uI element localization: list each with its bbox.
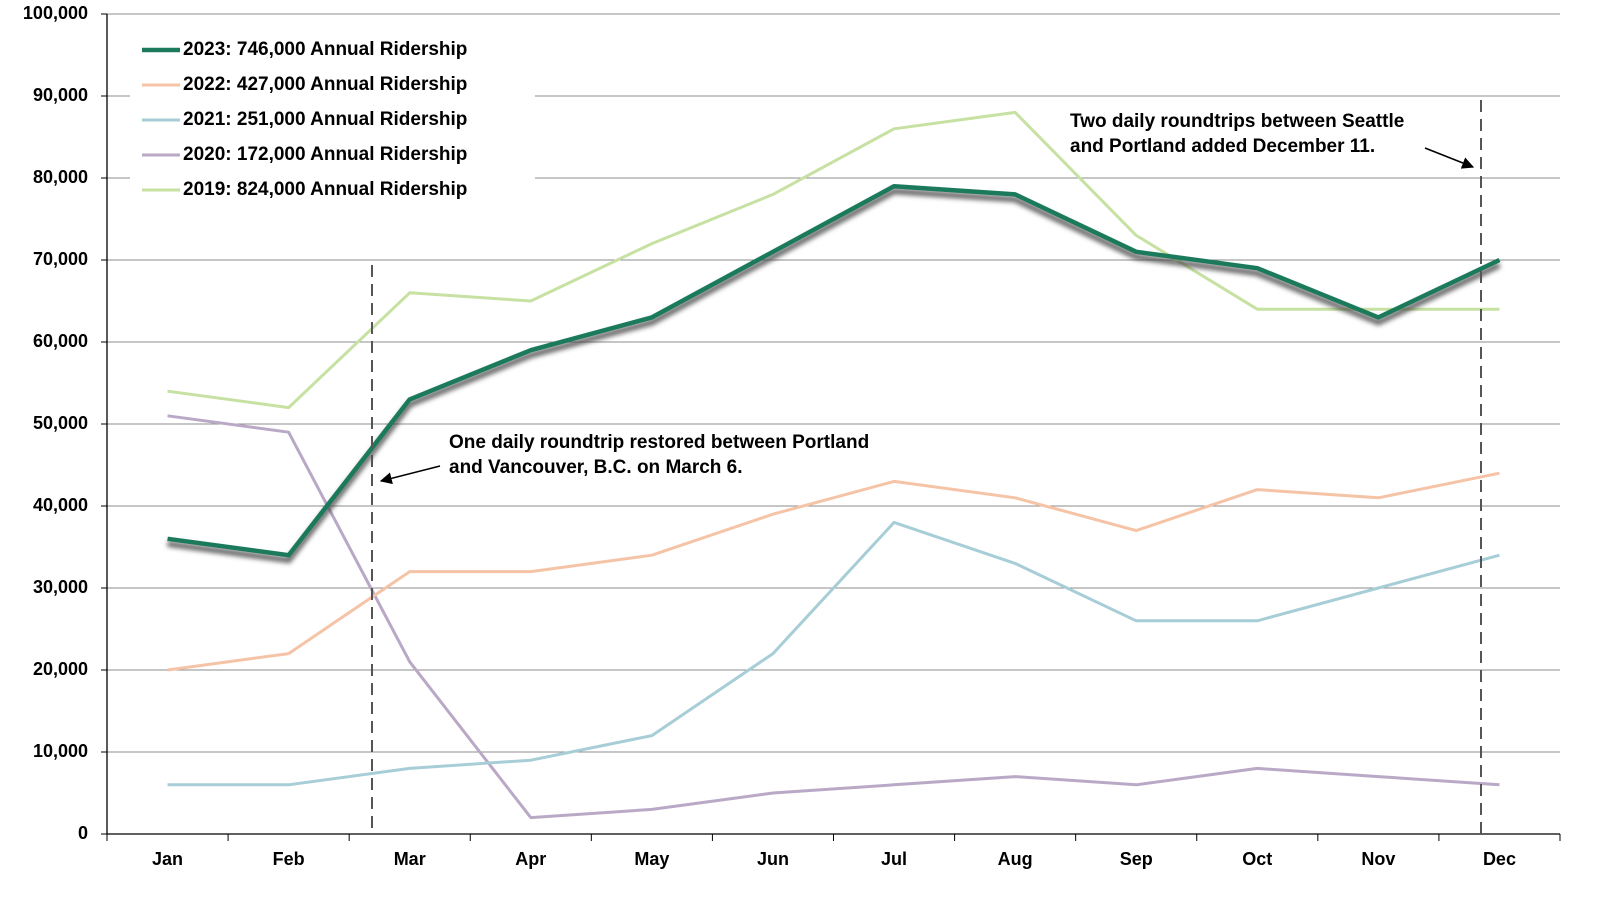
y-tick-label: 70,000	[33, 249, 88, 269]
y-tick-label: 20,000	[33, 659, 88, 679]
x-tick-label: Mar	[394, 849, 426, 869]
x-tick-label: Aug	[998, 849, 1033, 869]
x-tick-label: Jun	[757, 849, 789, 869]
legend-label: 2023: 746,000 Annual Ridership	[183, 39, 467, 60]
x-tick-label: Dec	[1483, 849, 1516, 869]
x-tick-label: Jul	[881, 849, 907, 869]
series-shadow	[167, 188, 1501, 564]
x-tick-label: Feb	[273, 849, 305, 869]
x-tick-label: Apr	[515, 849, 546, 869]
x-tick-label: Sep	[1120, 849, 1153, 869]
x-tick-label: Oct	[1242, 849, 1272, 869]
legend-label: 2021: 251,000 Annual Ridership	[183, 109, 467, 130]
y-tick-label: 0	[78, 823, 88, 843]
series-line	[167, 520, 1500, 787]
annotation: and Vancouver, B.C. on March 6.	[449, 457, 743, 478]
y-tick-label: 30,000	[33, 577, 88, 597]
y-tick-label: 40,000	[33, 495, 88, 515]
series-line	[167, 110, 1500, 410]
series-line	[167, 471, 1500, 672]
x-tick-label: Nov	[1361, 849, 1395, 869]
x-tick-label: May	[634, 849, 669, 869]
legend: 2023: 746,000 Annual Ridership 2022: 427,…	[142, 39, 467, 200]
legend-label: 2022: 427,000 Annual Ridership	[183, 74, 467, 95]
annotation: Two daily roundtrips between Seattle	[1070, 111, 1404, 132]
legend-box	[130, 30, 535, 208]
lines	[167, 110, 1501, 820]
x-tick-label: Jan	[152, 849, 183, 869]
series-line	[167, 414, 1500, 820]
legend-label: 2020: 172,000 Annual Ridership	[183, 144, 467, 165]
y-tick-label: 100,000	[23, 3, 88, 23]
legend-label: 2019: 824,000 Annual Ridership	[183, 179, 467, 200]
y-tick-label: 80,000	[33, 167, 88, 187]
y-tick-label: 60,000	[33, 331, 88, 351]
annotation: and Portland added December 11.	[1070, 136, 1375, 157]
y-tick-label: 50,000	[33, 413, 88, 433]
annotation-arrow	[379, 465, 441, 485]
series-line	[167, 183, 1501, 558]
y-tick-label: 90,000	[33, 85, 88, 105]
y-tick-label: 10,000	[33, 741, 88, 761]
grid: 0 10,000 20,000 30,000 40,000 50,000 60,000 70,…	[23, 3, 1561, 869]
annotation: One daily roundtrip restored between Por…	[449, 432, 869, 453]
annotation-arrow	[1424, 147, 1475, 169]
